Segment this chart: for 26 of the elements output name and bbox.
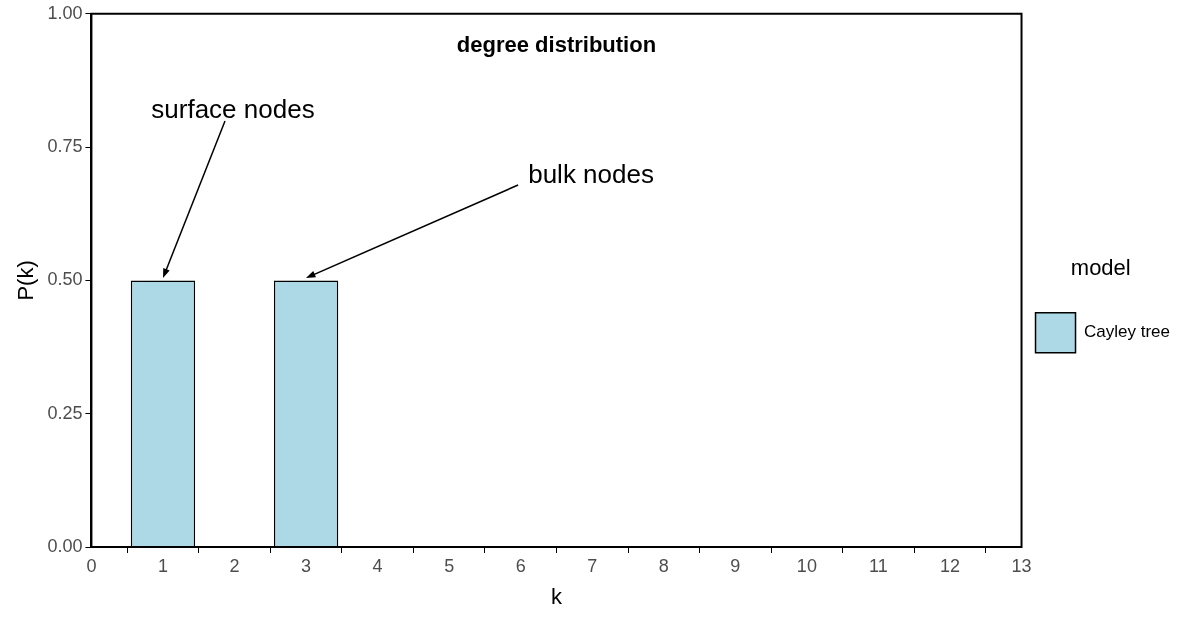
y-tick-label: 1.00 xyxy=(47,2,83,23)
x-tick-label: 9 xyxy=(730,555,741,576)
x-tick-label: 1 xyxy=(157,555,168,576)
y-axis-title: P(k) xyxy=(13,260,39,301)
text: degree distribution xyxy=(456,31,657,57)
x-tick-label: 4 xyxy=(372,555,383,576)
y-tick-label: 0.00 xyxy=(47,535,83,556)
x-tick-label: 3 xyxy=(301,555,312,576)
x-tick-label: 2 xyxy=(229,555,240,576)
x-tick-label: 7 xyxy=(587,555,598,576)
y-tick-label: 0.50 xyxy=(47,269,83,290)
x-tick-label: 11 xyxy=(869,555,888,576)
x-tick-label: 6 xyxy=(515,555,526,576)
annotation: surface nodes xyxy=(151,93,315,124)
annotation: bulk nodes xyxy=(528,158,654,189)
x-tick-label: 0 xyxy=(86,555,97,576)
x-tick-label: 10 xyxy=(796,555,817,576)
y-tick-label: 0.75 xyxy=(47,136,83,157)
x-tick-label: 5 xyxy=(444,555,455,576)
x-tick-label: 12 xyxy=(939,555,960,576)
x-tick-label: 13 xyxy=(1011,555,1032,576)
legend-title: model xyxy=(1070,255,1131,281)
x-axis-title: k xyxy=(550,583,563,609)
x-tick-label: 8 xyxy=(658,555,669,576)
y-tick-label: 0.25 xyxy=(47,402,83,423)
legend-label: Cayley tree xyxy=(1084,322,1170,342)
